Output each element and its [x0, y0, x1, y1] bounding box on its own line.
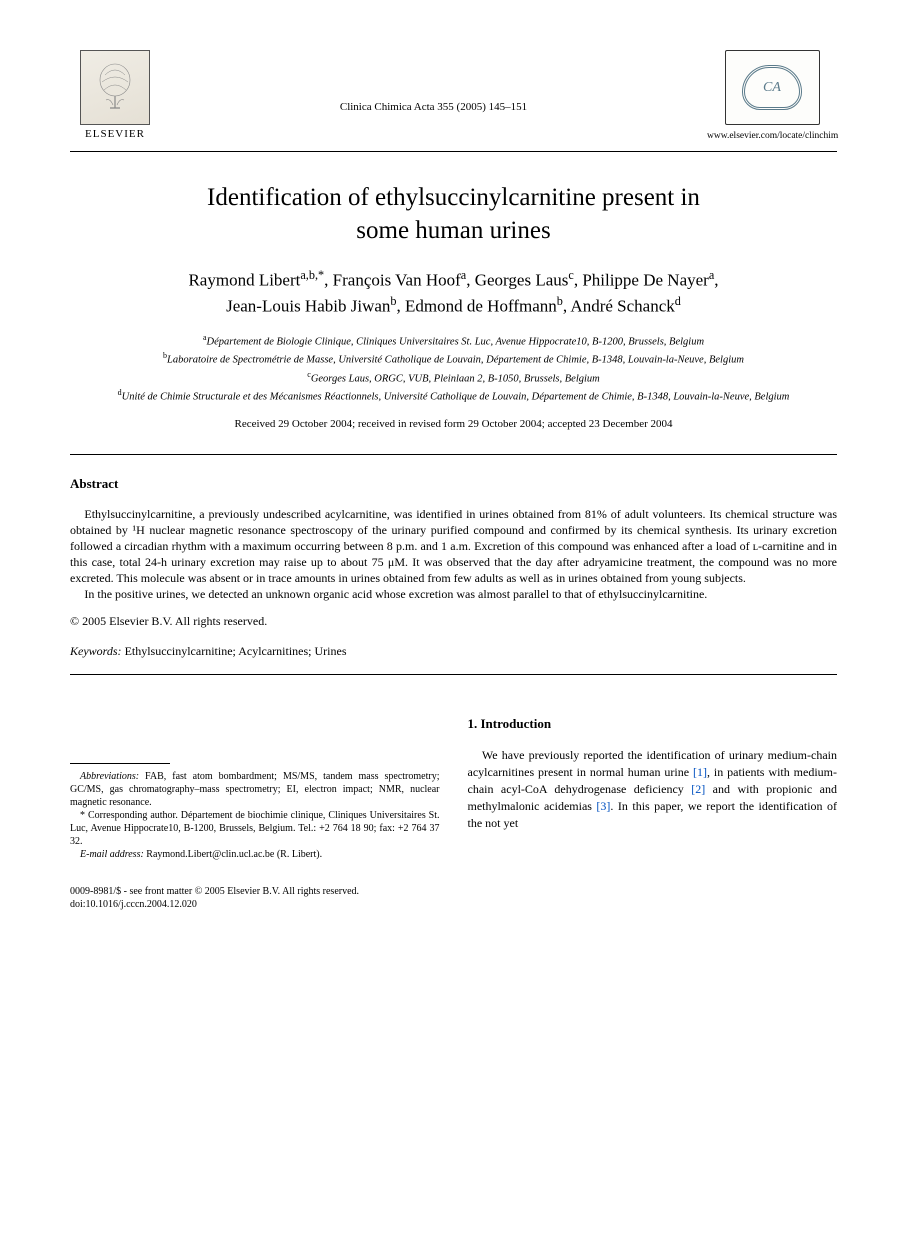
affiliation: Laboratoire de Spectrométrie de Masse, U… — [167, 355, 744, 366]
email-label: E-mail address: — [80, 849, 144, 860]
author-affil-sup: a — [709, 268, 714, 282]
reference-link[interactable]: [3] — [596, 799, 610, 813]
title-line-1: Identification of ethylsuccinylcarnitine… — [207, 184, 700, 211]
reference-link[interactable]: [2] — [691, 782, 705, 796]
affiliation: Unité de Chimie Structurale et des Mécan… — [122, 391, 790, 402]
keywords-text: Ethylsuccinylcarnitine; Acylcarnitines; … — [122, 644, 347, 658]
body-columns: Abbreviations: FAB, fast atom bombardmen… — [70, 715, 837, 861]
elsevier-tree-icon — [80, 50, 150, 125]
left-column: Abbreviations: FAB, fast atom bombardmen… — [70, 715, 440, 861]
keywords-line: Keywords: Ethylsuccinylcarnitine; Acylca… — [70, 643, 837, 660]
abstract-paragraph: Ethylsuccinylcarnitine, a previously und… — [70, 506, 837, 587]
affiliation-list: aDépartement de Biologie Clinique, Clini… — [70, 332, 837, 405]
affiliation: Georges Laus, ORGC, VUB, Pleinlaan 2, B-… — [311, 373, 600, 384]
front-matter-line: 0009-8981/$ - see front matter © 2005 El… — [70, 886, 359, 897]
author-name: , François Van Hoof — [324, 271, 461, 290]
affiliation: Département de Biologie Clinique, Cliniq… — [207, 337, 705, 348]
publisher-name: ELSEVIER — [70, 127, 160, 142]
journal-url: www.elsevier.com/locate/clinchim — [707, 130, 837, 143]
article-title: Identification of ethylsuccinylcarnitine… — [70, 182, 837, 247]
author-affil-sup: d — [675, 294, 681, 308]
journal-cover-icon: CA — [725, 50, 820, 125]
page-footer: 0009-8981/$ - see front matter © 2005 El… — [70, 885, 837, 911]
footnotes: Abbreviations: FAB, fast atom bombardmen… — [70, 770, 440, 861]
abstract-bottom-rule — [70, 674, 837, 675]
copyright-line: © 2005 Elsevier B.V. All rights reserved… — [70, 613, 837, 630]
article-dates: Received 29 October 2004; received in re… — [70, 417, 837, 432]
abbreviations-label: Abbreviations: — [80, 771, 139, 782]
reference-link[interactable]: [1] — [693, 765, 707, 779]
page-header: ELSEVIER Clinica Chimica Acta 355 (2005)… — [70, 50, 837, 143]
corresponding-label: * Corresponding author. — [80, 810, 178, 821]
footnote-rule — [70, 763, 170, 764]
abstract-top-rule — [70, 454, 837, 455]
doi-line: doi:10.1016/j.cccn.2004.12.020 — [70, 899, 197, 910]
journal-abbrev: CA — [742, 65, 802, 110]
abstract-paragraph: In the positive urines, we detected an u… — [70, 586, 837, 602]
author-list: Raymond Liberta,b,*, François Van Hoofa,… — [70, 267, 837, 318]
introduction-heading: 1. Introduction — [468, 715, 838, 733]
keywords-label: Keywords: — [70, 644, 122, 658]
introduction-paragraph: We have previously reported the identifi… — [468, 747, 838, 831]
author-name: , André Schanck — [563, 296, 675, 315]
title-line-2: some human urines — [356, 217, 550, 244]
author-affil-sup: a,b, — [300, 268, 318, 282]
right-column: 1. Introduction We have previously repor… — [468, 715, 838, 861]
author-name: , Edmond de Hoffmann — [397, 296, 557, 315]
journal-brand: CA www.elsevier.com/locate/clinchim — [707, 50, 837, 143]
author-name: , Philippe De Nayer — [574, 271, 709, 290]
header-rule — [70, 151, 837, 152]
author-name: Jean-Louis Habib Jiwan — [226, 296, 390, 315]
abstract-body: Ethylsuccinylcarnitine, a previously und… — [70, 506, 837, 603]
author-name: , Georges Laus — [466, 271, 568, 290]
publisher-logo: ELSEVIER — [70, 50, 160, 142]
journal-reference: Clinica Chimica Acta 355 (2005) 145–151 — [160, 50, 707, 115]
abstract-heading: Abstract — [70, 475, 837, 493]
author-name: Raymond Libert — [188, 271, 300, 290]
email-text: Raymond.Libert@clin.ucl.ac.be (R. Libert… — [144, 849, 322, 860]
